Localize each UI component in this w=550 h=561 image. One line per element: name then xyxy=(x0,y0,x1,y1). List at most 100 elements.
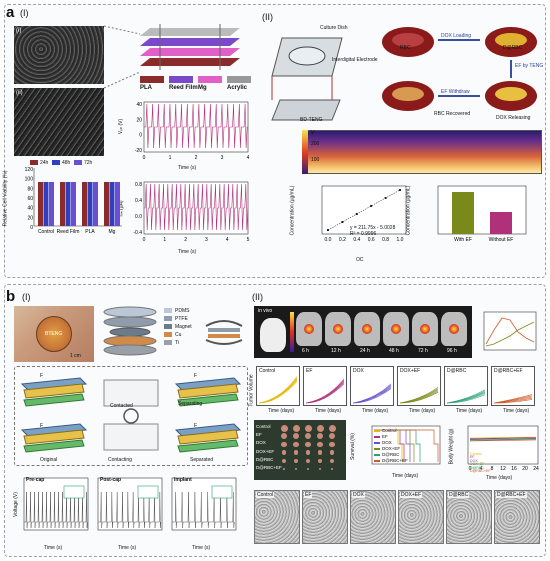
viability-bar xyxy=(60,182,65,226)
dox-releasing-label: DOX Releasing xyxy=(496,115,531,121)
material-label: Cu xyxy=(175,332,182,338)
material-label: PTFE xyxy=(175,316,188,322)
tumor-sample xyxy=(318,458,322,463)
viability-bar xyxy=(65,182,71,226)
legend-swatch xyxy=(52,160,60,165)
sem-image-top xyxy=(14,26,104,84)
histology-label: D@RBC+EF xyxy=(496,492,527,498)
tumor-xlabel: Time (days) xyxy=(456,408,483,414)
tumor-panel-label: DOX+EF xyxy=(400,368,421,374)
force-label-2: F xyxy=(40,423,44,429)
viability-ylabel: Relative Cell Viability (%) xyxy=(2,170,9,227)
legend-label: Control xyxy=(382,428,397,433)
x-tick-label: 0.8 xyxy=(382,237,389,243)
tumor-growth-curve xyxy=(305,380,345,404)
x-tick-label: 16 xyxy=(511,466,517,472)
zoom-inset xyxy=(137,485,159,499)
fluorescence-spot xyxy=(362,324,372,334)
legend-label: DOX+EF xyxy=(470,462,485,467)
tumor-growth-plot xyxy=(446,389,486,404)
histology-row: Control EF DOX DOX+EF D@RBC D@RBC+EF xyxy=(254,490,542,546)
plot-frame xyxy=(467,425,539,465)
mechanism-diagram xyxy=(20,377,242,453)
tumor-row-label: Control xyxy=(256,424,271,429)
tumor-sample xyxy=(328,424,336,432)
tumor-sample xyxy=(330,467,334,471)
plot-frame xyxy=(437,185,527,235)
materials-exploded-view xyxy=(103,306,157,356)
material-legend: PDMS PTFE Magnet Cu Ti xyxy=(164,308,204,352)
y-tick-label: 60 xyxy=(27,196,33,202)
x-tick-label: 4 xyxy=(226,237,229,243)
device-stack-diagram xyxy=(140,24,240,70)
legend-label: 48h xyxy=(62,160,71,166)
voltage-precap-label: Pre-cap xyxy=(26,477,45,483)
y-tick-label: 0.0 xyxy=(135,214,142,220)
material-label: PDMS xyxy=(175,308,190,314)
legend-swatch xyxy=(74,160,82,165)
dashed-connectors xyxy=(103,25,141,89)
isc-xlabel: Time (s) xyxy=(178,249,197,255)
viability-chart: 120 100 80 60 40 20 0 Control Reed Film PLA Mg xyxy=(25,167,122,235)
tumor-sample xyxy=(292,424,300,432)
invivo-colorbar xyxy=(290,312,294,352)
x-tick-label: 0.6 xyxy=(368,237,375,243)
panel-a-sub-ii: (II) xyxy=(262,12,273,22)
group-label: PLA xyxy=(85,229,95,235)
legend-swatch xyxy=(374,436,380,438)
material-swatch xyxy=(164,324,172,329)
x-tick-label: 0 xyxy=(469,466,472,472)
device-label: BTENG xyxy=(45,331,63,337)
sem-label-i: (i) xyxy=(16,28,22,34)
voc-ylabel: Vₒₕ (V) xyxy=(118,118,125,135)
histology-image xyxy=(446,490,492,544)
legend-label: DOX xyxy=(382,440,392,445)
voc-xlabel: Time (s) xyxy=(178,165,197,171)
x-tick-label: 0.4 xyxy=(353,237,360,243)
zoom-inset xyxy=(63,485,85,499)
device-side-view xyxy=(205,320,243,345)
voltage-xlabel-3: Time (s) xyxy=(192,545,211,551)
tumor-panel: D@RBC+EF xyxy=(491,366,535,406)
tumor-sample xyxy=(316,432,324,440)
tumor-sample xyxy=(329,441,335,448)
tumor-row-label: D@RBC xyxy=(256,456,274,462)
x-tick-label: 20 xyxy=(522,466,528,472)
y-tick-label: 0.8 xyxy=(135,182,142,188)
conc-ylabel: Concentration (μg/mL) xyxy=(289,185,296,236)
y-tick-label: 20 xyxy=(136,117,142,123)
layer-swatch xyxy=(227,76,251,83)
tumor-panel: EF xyxy=(303,366,347,406)
tumor-growth-curve xyxy=(305,383,345,404)
group-label: Control xyxy=(38,229,54,235)
viability-bar xyxy=(38,182,43,226)
rbc-label: RBC xyxy=(400,45,411,51)
layer-legend: PLA Reed Film Mg Acrylic xyxy=(140,76,255,94)
tumor-photo-grid xyxy=(280,424,344,474)
device-disc xyxy=(36,316,72,352)
histology-label: D@RBC xyxy=(448,492,470,498)
x-tick-label: 8 xyxy=(491,466,494,472)
tumor-ylabel: Tumor Volume xyxy=(248,374,255,407)
panel-b-sub-ii: (II) xyxy=(252,292,263,302)
tumor-sample xyxy=(317,450,323,455)
x-tick-label: 5 xyxy=(247,237,250,243)
tumor-sample xyxy=(305,450,311,455)
tumor-sample xyxy=(304,424,312,432)
material-label: Magnet xyxy=(175,324,192,330)
force-label-1: F xyxy=(40,373,44,379)
state-original: Original xyxy=(40,457,58,463)
legend-swatch xyxy=(30,160,38,165)
drbc-label: D@RBC xyxy=(503,45,523,51)
conc-r2: R² = 0.9996 xyxy=(350,231,377,237)
dox-loading-label: DOX Loading xyxy=(441,33,472,39)
ef-withdraw-label: EF Withdraw xyxy=(441,89,470,95)
voltage-implant-label: Implant xyxy=(174,477,192,483)
tumor-panel-label: DOX xyxy=(353,368,364,374)
weight-curve xyxy=(469,438,537,441)
tumor-sample xyxy=(306,467,310,471)
x-tick-label: 2 xyxy=(184,237,187,243)
voltage-postcap-label: Post-cap xyxy=(100,477,122,483)
label-culture-dish: Culture Dish xyxy=(320,25,348,31)
